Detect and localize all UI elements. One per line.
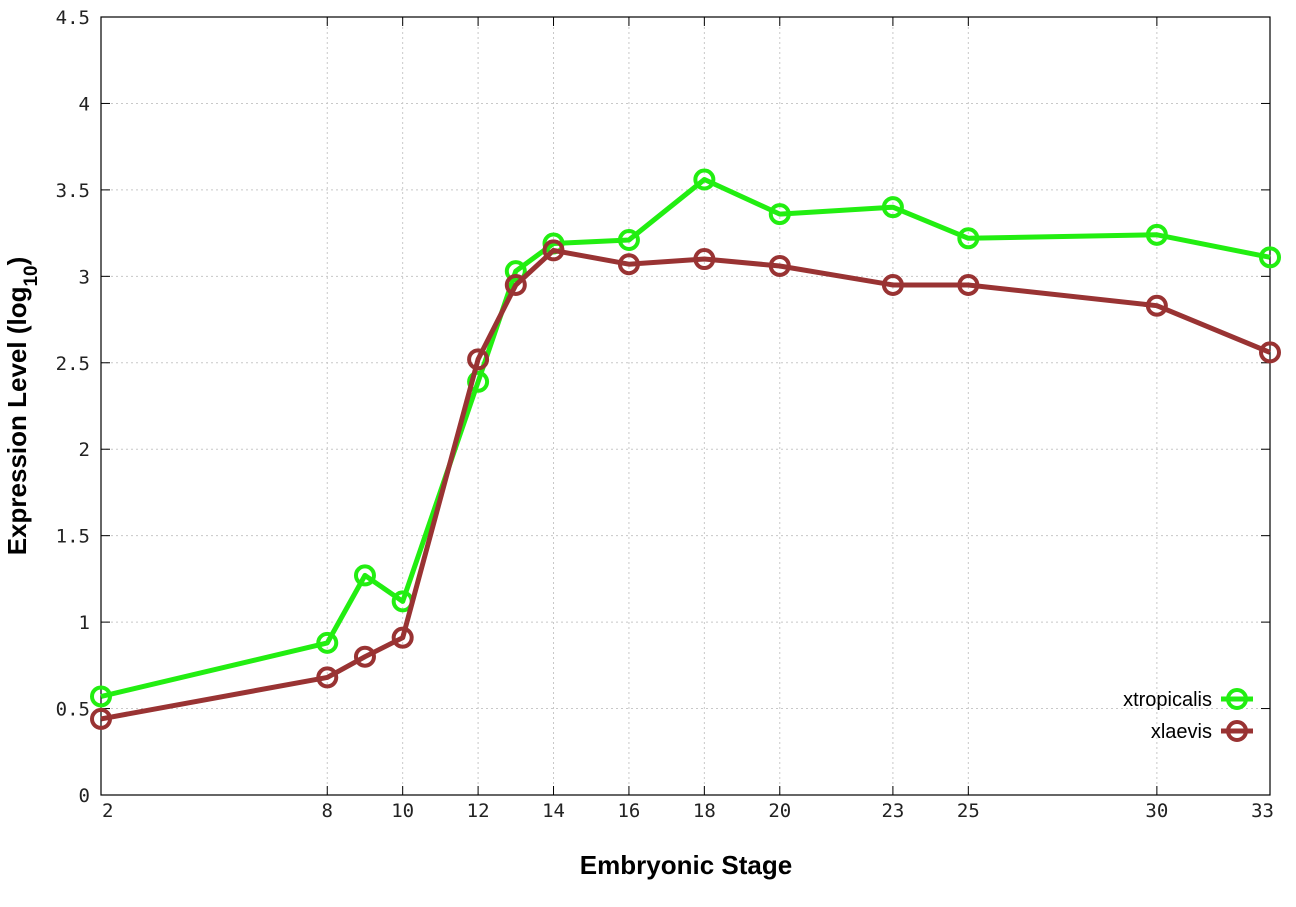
y-axis-label-sub: 10 [21, 265, 42, 286]
y-tick-label: 0.5 [56, 699, 90, 721]
data-point-xlaevis [316, 666, 339, 689]
y-tick-label: 3.5 [56, 180, 90, 202]
data-point-xlaevis [957, 273, 980, 296]
data-point-xlaevis [391, 626, 414, 649]
data-point-xtropicalis [1259, 246, 1281, 269]
y-tick-label: 3 [79, 266, 90, 288]
data-point-xlaevis [1259, 341, 1281, 364]
series-line-xlaevis [100, 247, 1271, 722]
data-point-xtropicalis [957, 227, 980, 250]
data-point-xtropicalis [693, 168, 716, 191]
data-point-xlaevis [881, 273, 904, 296]
y-axis-ticks: 0 0.5 1 1.5 2 2.5 3 3.5 4 4.5 [56, 7, 1270, 807]
data-point-xlaevis [90, 707, 112, 730]
legend-label-xlaevis: xlaevis [1151, 721, 1212, 743]
data-point-xtropicalis [467, 370, 490, 393]
x-tick-label: 12 [467, 800, 490, 822]
x-tick-label: 14 [542, 800, 565, 822]
data-point-xtropicalis [1145, 223, 1168, 246]
data-point-xlaevis [542, 239, 565, 262]
grid [101, 17, 1270, 795]
x-tick-label: 2 [102, 800, 113, 822]
plot-frame [100, 16, 1271, 796]
legend: xtropicalis xlaevis [1123, 688, 1253, 743]
x-tick-label: 23 [881, 800, 904, 822]
data-point-xlaevis [353, 645, 376, 668]
data-point-xtropicalis [617, 229, 640, 252]
legend-label-xtropicalis: xtropicalis [1123, 689, 1212, 711]
x-tick-label: 30 [1145, 800, 1168, 822]
data-point-xlaevis [1145, 294, 1168, 317]
y-axis-label: Expression Level (log10) [2, 257, 42, 556]
x-axis-ticks: 2 8 10 12 14 16 18 20 23 25 30 33 [100, 17, 1274, 822]
data-point-xlaevis [504, 273, 527, 296]
x-tick-label: 18 [693, 800, 716, 822]
data-point-xtropicalis [316, 631, 339, 654]
legend-marker-xtropicalis [1226, 688, 1248, 710]
data-point-xlaevis [617, 253, 640, 276]
data-point-xlaevis [768, 254, 791, 277]
data-point-xtropicalis [881, 196, 904, 219]
y-axis-label-main: Expression Level (log [2, 287, 32, 556]
y-axis-label-close: ) [2, 257, 32, 266]
y-tick-label: 2 [79, 439, 90, 461]
data-point-xtropicalis [504, 260, 527, 283]
series-layer [90, 168, 1281, 730]
x-tick-label: 33 [1251, 800, 1274, 822]
x-tick-label: 16 [617, 800, 640, 822]
legend-marker-xlaevis [1226, 720, 1248, 742]
y-tick-label: 2.5 [56, 353, 90, 375]
data-point-xtropicalis [353, 564, 376, 587]
data-point-xlaevis [467, 348, 490, 371]
data-point-xlaevis [693, 248, 716, 271]
y-tick-label: 1.5 [56, 526, 90, 548]
y-tick-label: 1 [79, 612, 90, 634]
x-axis-label: Embryonic Stage [580, 850, 792, 880]
y-tick-label: 4.5 [56, 7, 90, 29]
x-tick-label: 25 [957, 800, 980, 822]
series-line-xtropicalis [100, 177, 1271, 699]
data-point-xtropicalis [768, 203, 791, 226]
x-tick-label: 20 [768, 800, 791, 822]
y-tick-label: 4 [79, 93, 90, 115]
x-tick-label: 8 [322, 800, 333, 822]
x-tick-label: 10 [391, 800, 414, 822]
data-point-xtropicalis [90, 685, 112, 708]
y-tick-label: 0 [79, 785, 90, 807]
